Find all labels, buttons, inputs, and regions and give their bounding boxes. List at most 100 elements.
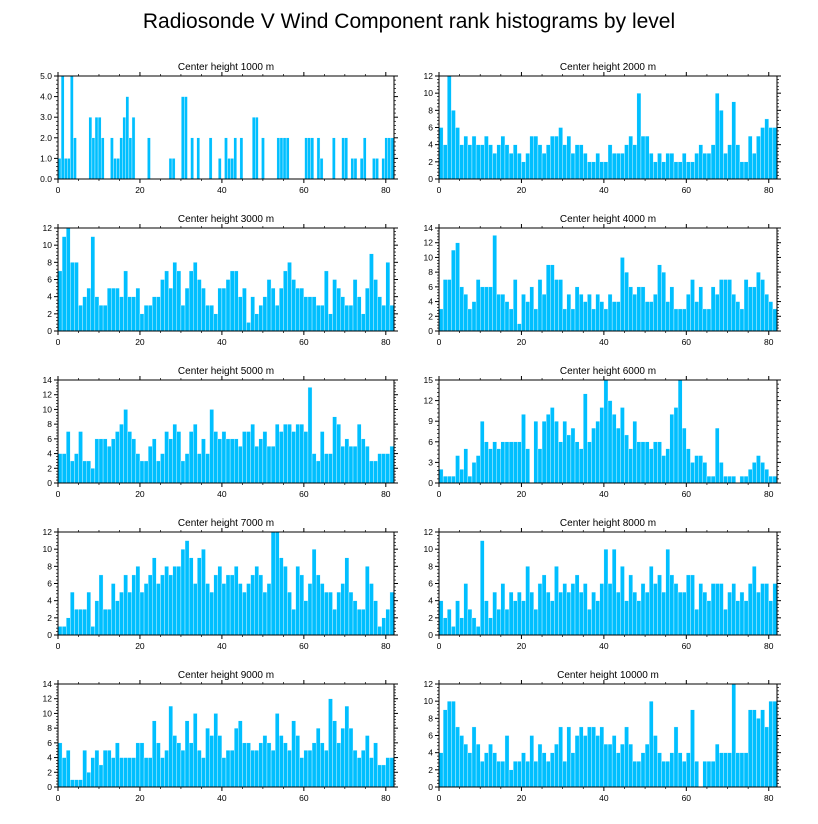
panel-2-bar (673, 161, 679, 180)
panel-10-bar (463, 743, 469, 788)
panel-6-bar (467, 475, 473, 484)
panel-6-bar (673, 407, 679, 484)
panel-4-bar (752, 286, 757, 332)
panel-8-bar (607, 583, 613, 636)
panel-4-bar (669, 286, 675, 332)
panel-10-bar (702, 761, 708, 788)
panel-9-bar (373, 742, 378, 788)
panel-6-ytick-label: 3 (428, 457, 433, 467)
panel-6-bar (533, 421, 539, 484)
panel-5-xtick-label: 40 (217, 489, 227, 499)
panel-4-bar (525, 301, 530, 332)
panel-5-bar (197, 453, 202, 484)
panel-6-bar (764, 469, 769, 484)
panel-7-bar (262, 591, 268, 636)
panel-4-bar (558, 279, 563, 332)
panel-2-bar (566, 135, 572, 180)
panel-3-bar (361, 313, 366, 332)
panel-8-bar (739, 591, 745, 636)
panel-6-bar (521, 414, 526, 484)
panel-1-bar (88, 117, 93, 180)
panel-2-bar (529, 135, 534, 180)
panel-6-bar (566, 434, 572, 484)
panel-7-bar (352, 600, 358, 636)
panel-10-bar (438, 752, 444, 788)
panel-7-bar (143, 583, 149, 636)
panel-9-bar (229, 750, 235, 788)
panel-5-bar (250, 423, 255, 484)
panel-7-bar (127, 591, 132, 636)
panel-2-bar (756, 135, 761, 180)
panel-4-bar (545, 264, 551, 332)
panel-8-bar (640, 583, 646, 636)
panel-8-bar (731, 583, 736, 636)
panel-7-bar (389, 591, 395, 636)
panel-3-bar (389, 305, 395, 332)
panel-2-bar (545, 144, 551, 180)
panel-6-bar (723, 475, 728, 484)
panel-7-bar (61, 626, 67, 636)
panel-9-ytick-label: 2 (47, 767, 52, 777)
panel-9-xtick-label: 20 (135, 793, 145, 803)
panel-9-bar (340, 727, 346, 788)
panel-7-bar (356, 609, 362, 636)
panel-5-bar (262, 431, 268, 484)
panel-1-title: Center height 1000 m (178, 62, 274, 73)
panel-3-bar (172, 262, 178, 332)
panel-9-bar (270, 750, 276, 788)
panel-7-bar (205, 583, 210, 636)
panel-10-bar (616, 752, 621, 788)
panel-2-bar (644, 135, 650, 180)
panel-3-ytick-label: 6 (47, 275, 52, 285)
panel-10-bar (517, 761, 522, 788)
panel-5-bar (188, 431, 194, 484)
panel-8-bar (521, 600, 526, 636)
panel-5-bar (139, 460, 145, 484)
panel-9-bar (258, 742, 264, 788)
panel-2-bar (521, 161, 526, 180)
panel-3-bar (82, 296, 87, 332)
panel-3-bar (254, 313, 259, 332)
panel-5-bar (336, 423, 341, 484)
panel-9-bar (246, 742, 251, 788)
panel-6-bar (620, 407, 625, 484)
panel-7-bar (57, 626, 63, 636)
panel-8-bar (558, 591, 563, 636)
panel-2-bar (686, 161, 691, 180)
panel-8-bar (508, 591, 514, 636)
panel-1-bar (310, 137, 315, 180)
panel-7-ytick-label: 2 (47, 613, 52, 623)
panel-6-bar (690, 462, 695, 484)
panel-3-bar (250, 296, 255, 332)
panel-10-bar (480, 761, 485, 788)
panel-8-bar (578, 591, 584, 636)
panel-10-bar (690, 709, 695, 788)
panel-1-xtick-label: 80 (381, 185, 391, 195)
panel-2-bar (694, 153, 699, 180)
panel-2-bar (442, 144, 448, 180)
panel-5-bar (315, 460, 321, 484)
panel-5-bar (234, 438, 239, 484)
panel-9-xtick-label: 80 (381, 793, 391, 803)
panel-2-bar (504, 144, 510, 180)
panel-5-bar (111, 438, 116, 484)
panel-4-frame (438, 227, 778, 332)
panel-2-bar (562, 144, 567, 180)
panel-3-bar (168, 287, 173, 332)
panel-8-bar (587, 609, 592, 636)
panel-10-bar (442, 709, 448, 788)
panel-4-bar (570, 308, 576, 332)
panel-5-bar (180, 460, 186, 484)
panel-9-bar (225, 750, 231, 788)
panel-4-bar (488, 286, 493, 332)
panel-10-bar (500, 761, 506, 788)
panel-3-bar (86, 287, 91, 332)
chart-main-title: Radiosonde V Wind Component rank histogr… (142, 10, 676, 33)
panel-7-bar (123, 574, 128, 636)
panel-10-bar (533, 761, 539, 788)
panel-5-bar (258, 438, 264, 484)
panel-4-xtick-label: 0 (437, 337, 442, 347)
panel-1-bar (190, 137, 194, 180)
panel-5-bar (82, 460, 87, 484)
panel-6-xtick-label: 80 (764, 489, 774, 499)
